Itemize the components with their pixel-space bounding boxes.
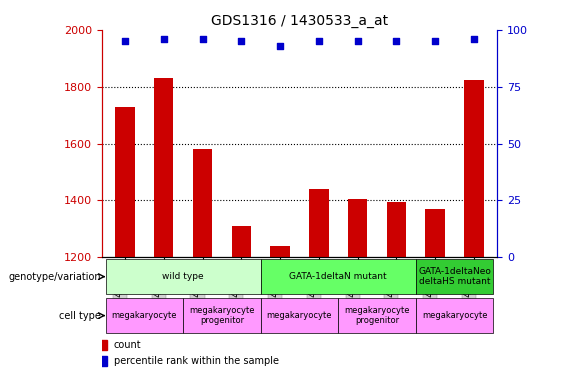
Point: [276, 43, 285, 49]
FancyBboxPatch shape: [416, 298, 493, 333]
Bar: [386, 202, 406, 257]
FancyBboxPatch shape: [183, 298, 260, 333]
FancyBboxPatch shape: [106, 298, 183, 333]
Bar: [309, 189, 328, 257]
Text: percentile rank within the sample: percentile rank within the sample: [114, 356, 279, 366]
Text: megakaryocyte: megakaryocyte: [267, 311, 332, 320]
Text: GATA-1deltaN mutant: GATA-1deltaN mutant: [289, 272, 387, 281]
Point: [353, 38, 362, 44]
Text: cell type: cell type: [59, 310, 101, 321]
Text: count: count: [114, 340, 141, 350]
Point: [431, 38, 440, 44]
Text: wild type: wild type: [162, 272, 204, 281]
Bar: [232, 226, 251, 257]
Text: GATA-1deltaNeo
deltaHS mutant: GATA-1deltaNeo deltaHS mutant: [418, 267, 491, 286]
Text: megakaryocyte: megakaryocyte: [112, 311, 177, 320]
FancyBboxPatch shape: [260, 259, 416, 294]
Bar: [348, 199, 367, 257]
Bar: [154, 78, 173, 257]
Point: [392, 38, 401, 44]
Text: megakaryocyte
progenitor: megakaryocyte progenitor: [344, 306, 410, 325]
Text: megakaryocyte
progenitor: megakaryocyte progenitor: [189, 306, 255, 325]
FancyBboxPatch shape: [338, 298, 416, 333]
Bar: [193, 149, 212, 257]
Point: [198, 36, 207, 42]
Point: [120, 38, 129, 44]
Point: [314, 38, 323, 44]
Point: [159, 36, 168, 42]
FancyBboxPatch shape: [106, 259, 260, 294]
Point: [470, 36, 479, 42]
Title: GDS1316 / 1430533_a_at: GDS1316 / 1430533_a_at: [211, 13, 388, 28]
Text: genotype/variation: genotype/variation: [8, 272, 101, 282]
Point: [237, 38, 246, 44]
FancyBboxPatch shape: [260, 298, 338, 333]
Bar: [115, 106, 134, 257]
Bar: [464, 80, 484, 257]
Text: megakaryocyte: megakaryocyte: [422, 311, 487, 320]
Bar: [271, 246, 290, 257]
Bar: [425, 209, 445, 257]
FancyBboxPatch shape: [416, 259, 493, 294]
